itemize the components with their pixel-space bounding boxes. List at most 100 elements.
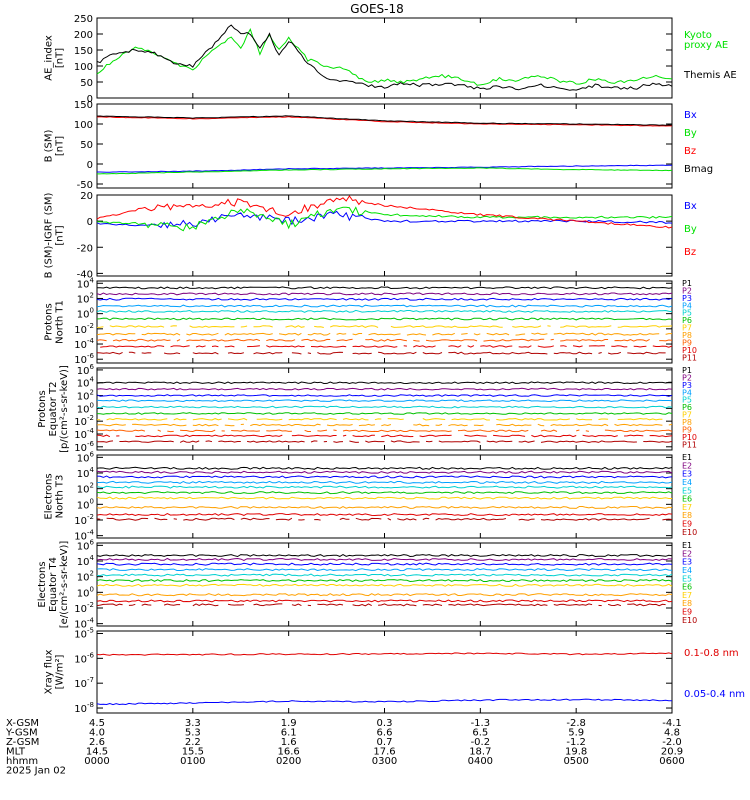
legend-label: E7 (682, 591, 692, 600)
legend-label: E10 (682, 528, 697, 537)
y-tick-label: 0 (87, 217, 93, 228)
legend-label: P1 (682, 279, 692, 288)
ephemeris-value: 0500 (563, 756, 588, 767)
series-line-p6 (96, 412, 673, 415)
y-axis-label: Equator T2 (48, 382, 59, 437)
y-axis-label: [nT] (55, 48, 66, 68)
y-tick-label: 150 (74, 100, 93, 111)
legend-label: P8 (682, 331, 692, 340)
ephemeris-value: -1.2 (566, 737, 586, 748)
series-line-p2 (96, 292, 673, 296)
legend-label: P2 (682, 373, 692, 382)
ephemeris-value: 0000 (84, 756, 109, 767)
series-line-p5 (96, 405, 673, 409)
series-line-p11 (97, 440, 673, 444)
series-line-e6 (96, 491, 673, 495)
series-line-e8 (96, 505, 673, 509)
legend-label: P7 (682, 324, 692, 333)
y-tick-label: 0 (87, 160, 93, 171)
ephemeris-value: -0.2 (471, 737, 491, 748)
y-tick-label: -50 (77, 180, 93, 191)
series-line-e2 (96, 470, 673, 474)
series-line-by (96, 206, 673, 232)
legend-label: P9 (682, 425, 692, 434)
ephemeris-value: 2.6 (89, 737, 105, 748)
y-tick-label: 100 (74, 120, 93, 131)
y-tick-label: 10-6 (74, 440, 94, 454)
legend-label: 0.1-0.8 nm (684, 648, 739, 659)
panel-2: -50 0 50 100 150 B (SM) [nT] Bx By Bz Bmag (44, 100, 714, 191)
ephemeris-value: 1.9 (281, 718, 297, 729)
y-axis-label: North T1 (55, 300, 66, 344)
series-line-bz (96, 195, 673, 229)
ephemeris-row-label: X-GSM (6, 718, 39, 729)
ephemeris-value: -2.8 (566, 718, 586, 729)
series-line-p8 (96, 332, 672, 336)
chart-title: GOES-18 (350, 2, 404, 16)
panel-3: -40 -20 0 20 B (SM)-IGRF (SM) [nT] Bx By Bz (44, 191, 697, 280)
y-axis-label: [W/m²] (55, 654, 66, 689)
series-line-p10 (96, 434, 673, 438)
ephemeris-value: 16.6 (278, 747, 300, 758)
y-tick-label: 250 (74, 14, 93, 25)
ephemeris-value: 4.0 (89, 728, 105, 739)
y-tick-label: 10-4 (74, 617, 94, 631)
series-line-e5 (96, 485, 673, 489)
legend-label: Bx (684, 201, 697, 212)
legend-label: By (684, 224, 697, 235)
y-axis-label: Electrons (44, 473, 55, 519)
ephemeris-value: -4.1 (662, 718, 682, 729)
series-line-p2 (96, 387, 673, 391)
series-line-e7 (96, 496, 672, 500)
series-line-e1 (96, 466, 673, 470)
legend-label: E1 (682, 541, 692, 550)
legend-label: P3 (682, 294, 692, 303)
ephemeris-value: -2.0 (662, 737, 682, 748)
y-tick-label: 10-6 (74, 352, 94, 366)
y-tick-label: 106 (77, 450, 95, 464)
y-axis-label: B (SM)-IGRF (SM) (44, 193, 55, 279)
series-line-p9 (96, 338, 673, 342)
series-line-e9 (96, 599, 673, 603)
series-line-e7 (96, 583, 673, 587)
legend-label: P5 (682, 396, 692, 405)
y-axis-label: Protons (37, 390, 48, 427)
legend-label: E4 (682, 566, 692, 575)
y-tick-label: 10-8 (74, 701, 94, 715)
y-tick-label: 106 (77, 363, 95, 377)
series-line-p11 (97, 352, 672, 354)
series-line-p1 (96, 286, 673, 290)
y-axis-label: Xray flux (44, 650, 55, 695)
ephemeris-row-label: Y-GSM (5, 728, 38, 739)
legend-label: E6 (682, 495, 692, 504)
y-tick-label: 102 (77, 570, 94, 584)
ephemeris-value: 2.2 (185, 737, 201, 748)
series-line-e9 (96, 513, 673, 517)
y-axis-label: [p/(cm²-s-sr-keV)] (59, 365, 70, 453)
series-line-e10 (96, 517, 673, 521)
y-tick-label: 10-2 (74, 601, 94, 615)
y-tick-label: 10-2 (74, 513, 94, 527)
series-line-p4 (96, 399, 673, 403)
y-tick-label: -40 (77, 269, 93, 280)
ephemeris-value: 0600 (659, 756, 684, 767)
legend-label: P5 (682, 309, 692, 318)
series-line-p10 (100, 345, 673, 348)
legend-label: Bx (684, 110, 697, 121)
series-line-kyoto-proxy-ae (96, 27, 673, 86)
legend-label: E5 (682, 486, 692, 495)
ephemeris-value: 18.7 (469, 747, 491, 758)
legend-label: P4 (682, 301, 692, 310)
ephemeris-value: 0300 (372, 756, 397, 767)
ephemeris-value: 5.9 (568, 728, 584, 739)
date-label: 2025 Jan 02 (6, 766, 66, 777)
y-tick-label: 10-5 (74, 626, 94, 640)
legend-label: P6 (682, 316, 692, 325)
legend-label: Bmag (684, 164, 713, 175)
y-tick-label: 50 (80, 140, 93, 151)
legend-label: P6 (682, 403, 692, 412)
y-tick-label: 100 (74, 62, 93, 73)
series-line-e10 (97, 604, 672, 606)
ephemeris-value: 0400 (468, 756, 493, 767)
